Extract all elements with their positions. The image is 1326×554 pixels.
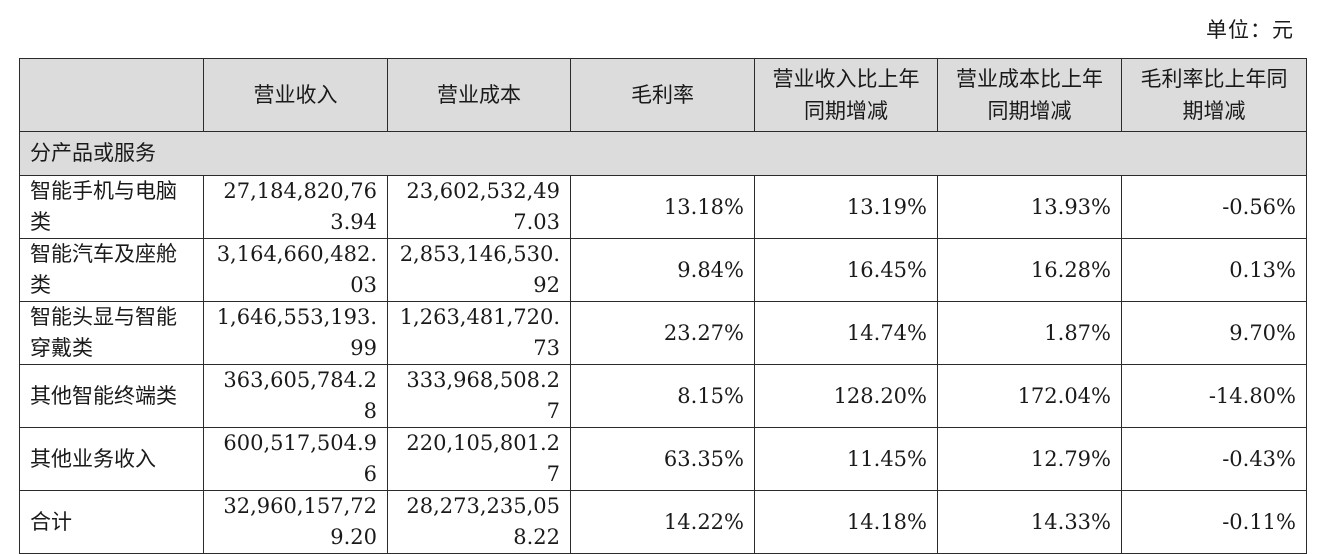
header-cell-blank [19, 58, 204, 132]
margin-change-cell: -0.56% [1121, 175, 1307, 239]
row-name: 智能头显与智能穿戴类 [19, 301, 204, 365]
margin-cell: 13.18% [570, 175, 755, 239]
revenue-cell: 600,517,504.96 [203, 427, 388, 491]
cost-change-cell: 1.87% [937, 301, 1122, 365]
section-label: 分产品或服务 [19, 131, 1307, 176]
table-row: 其他业务收入 600,517,504.96 220,105,801.27 63.… [19, 427, 1307, 491]
revenue-cell: 3,164,660,482.03 [203, 238, 388, 302]
table-row: 其他智能终端类 363,605,784.28 333,968,508.27 8.… [19, 364, 1307, 428]
revenue-cell: 363,605,784.28 [203, 364, 388, 428]
margin-cell: 8.15% [570, 364, 755, 428]
cost-change-cell: 14.33% [937, 490, 1122, 554]
cost-cell: 2,853,146,530.92 [387, 238, 571, 302]
table-row: 智能手机与电脑类 27,184,820,763.94 23,602,532,49… [19, 175, 1307, 239]
revenue-cell: 1,646,553,193.99 [203, 301, 388, 365]
revenue-change-cell: 14.74% [754, 301, 938, 365]
header-gross-margin: 毛利率 [570, 58, 755, 132]
cost-change-cell: 13.93% [937, 175, 1122, 239]
margin-cell: 63.35% [570, 427, 755, 491]
row-name: 合计 [19, 490, 204, 554]
revenue-change-cell: 14.18% [754, 490, 938, 554]
revenue-cell: 32,960,157,729.20 [203, 490, 388, 554]
margin-change-cell: 9.70% [1121, 301, 1307, 365]
unit-label: 单位：元 [1206, 18, 1294, 42]
revenue-change-cell: 128.20% [754, 364, 938, 428]
margin-change-cell: -0.11% [1121, 490, 1307, 554]
row-name: 智能手机与电脑类 [19, 175, 204, 239]
cost-cell: 1,263,481,720.73 [387, 301, 571, 365]
cost-change-cell: 12.79% [937, 427, 1122, 491]
margin-cell: 14.22% [570, 490, 755, 554]
revenue-change-cell: 16.45% [754, 238, 938, 302]
table-row: 智能汽车及座舱类 3,164,660,482.03 2,853,146,530.… [19, 238, 1307, 302]
margin-cell: 23.27% [570, 301, 755, 365]
header-margin-change: 毛利率比上年同期增减 [1121, 58, 1307, 132]
margin-cell: 9.84% [570, 238, 755, 302]
section-row: 分产品或服务 [19, 131, 1307, 176]
cost-cell: 28,273,235,058.22 [387, 490, 571, 554]
header-revenue-change: 营业收入比上年同期增减 [754, 58, 938, 132]
revenue-change-cell: 13.19% [754, 175, 938, 239]
header-revenue: 营业收入 [203, 58, 388, 132]
cost-cell: 23,602,532,497.03 [387, 175, 571, 239]
revenue-cell: 27,184,820,763.94 [203, 175, 388, 239]
cost-change-cell: 16.28% [937, 238, 1122, 302]
revenue-cost-table: 营业收入 营业成本 毛利率 营业收入比上年同期增减 营业成本比上年同期增减 毛利… [19, 58, 1307, 554]
cost-cell: 333,968,508.27 [387, 364, 571, 428]
header-cost-change: 营业成本比上年同期增减 [937, 58, 1122, 132]
row-name: 其他智能终端类 [19, 364, 204, 428]
cost-change-cell: 172.04% [937, 364, 1122, 428]
cost-cell: 220,105,801.27 [387, 427, 571, 491]
table-header: 营业收入 营业成本 毛利率 营业收入比上年同期增减 营业成本比上年同期增减 毛利… [19, 58, 1307, 132]
header-cost: 营业成本 [387, 58, 571, 132]
margin-change-cell: 0.13% [1121, 238, 1307, 302]
margin-change-cell: -14.80% [1121, 364, 1307, 428]
row-name: 智能汽车及座舱类 [19, 238, 204, 302]
header-row: 营业收入 营业成本 毛利率 营业收入比上年同期增减 营业成本比上年同期增减 毛利… [19, 58, 1307, 132]
revenue-change-cell: 11.45% [754, 427, 938, 491]
table-body: 分产品或服务 智能手机与电脑类 27,184,820,763.94 23,602… [19, 131, 1307, 554]
table-row-total: 合计 32,960,157,729.20 28,273,235,058.22 1… [19, 490, 1307, 554]
margin-change-cell: -0.43% [1121, 427, 1307, 491]
table-row: 智能头显与智能穿戴类 1,646,553,193.99 1,263,481,72… [19, 301, 1307, 365]
row-name: 其他业务收入 [19, 427, 204, 491]
